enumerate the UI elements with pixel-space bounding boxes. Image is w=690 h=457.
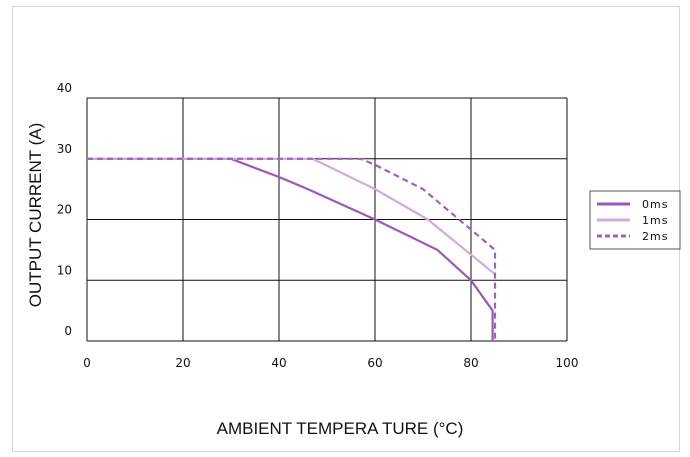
legend-label: 1ms xyxy=(642,214,668,227)
series-line-0ms xyxy=(87,157,494,341)
series-line-2ms xyxy=(87,157,497,341)
x-tick-label: 0 xyxy=(83,356,91,370)
y-tick-label: 40 xyxy=(57,81,72,95)
y-tick-label: 0 xyxy=(64,324,72,338)
y-tick-label: 10 xyxy=(57,263,72,277)
y-ticks: 0 10 20 30 40 xyxy=(57,81,72,338)
x-axis-title: AMBIENT TEMPERA TURE (°C) xyxy=(217,419,464,438)
y-tick-label: 20 xyxy=(57,203,72,217)
legend-label: 2ms xyxy=(642,230,668,243)
x-tick-label: 40 xyxy=(271,356,286,370)
x-tick-label: 20 xyxy=(175,356,190,370)
legend-label: 0ms xyxy=(642,198,668,211)
chart-frame xyxy=(12,6,680,452)
y-axis-title: OUTPUT CURRENT (A) xyxy=(26,123,45,308)
x-tick-label: 60 xyxy=(367,356,382,370)
legend: 0ms 1ms 2ms xyxy=(589,190,681,250)
x-tick-label: 100 xyxy=(556,356,579,370)
series-lines xyxy=(87,157,497,341)
x-ticks: 0 20 40 60 80 100 xyxy=(83,356,578,370)
series-line-1ms xyxy=(87,157,496,276)
x-tick-label: 80 xyxy=(463,356,478,370)
y-tick-label: 30 xyxy=(57,142,72,156)
